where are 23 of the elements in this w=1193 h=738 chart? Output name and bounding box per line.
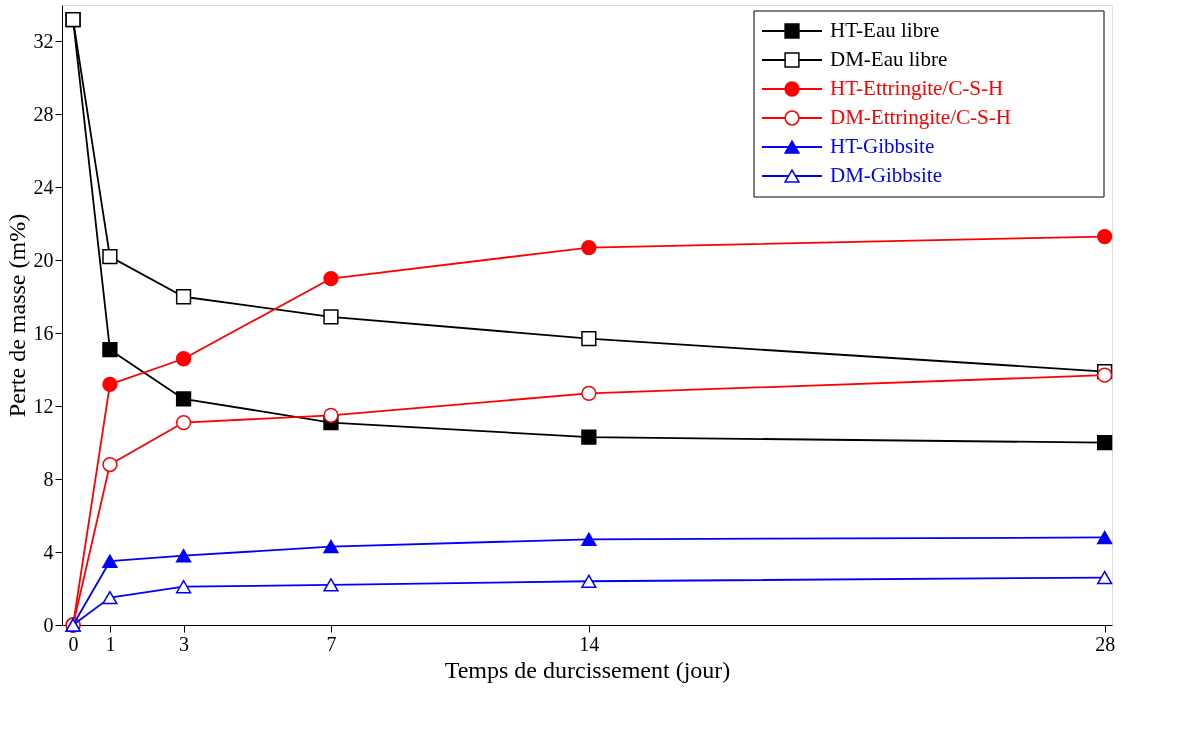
y-tick-label: 20	[33, 248, 54, 271]
legend-label: HT-Gibbsite	[830, 134, 935, 158]
x-tick-label: 14	[579, 632, 600, 655]
y-tick-label: 32	[33, 29, 54, 52]
y-tick-label: 28	[33, 102, 54, 125]
x-tick-label: 0	[68, 632, 79, 655]
legend-label: DM-Gibbsite	[830, 163, 942, 187]
legend-label: DM-Ettringite/C-S-H	[830, 105, 1011, 129]
y-tick-label: 12	[33, 394, 54, 417]
y-tick-label: 0	[43, 613, 54, 636]
legend-label: HT-Eau libre	[830, 18, 940, 42]
x-tick-label: 7	[326, 632, 337, 655]
x-tick-label: 28	[1095, 632, 1116, 655]
y-axis-title: Perte de masse (m%)	[3, 213, 30, 418]
y-tick-label: 4	[43, 540, 54, 563]
legend-label: HT-Ettringite/C-S-H	[830, 76, 1004, 100]
x-tick-label: 1	[105, 632, 116, 655]
x-tick-label: 3	[179, 632, 190, 655]
x-axis-title: Temps de durcissement (jour)	[444, 656, 731, 683]
y-tick-label: 8	[43, 467, 54, 490]
y-tick-label: 16	[33, 321, 54, 344]
y-tick-label: 24	[33, 175, 54, 198]
legend-label: DM-Eau libre	[830, 47, 948, 71]
